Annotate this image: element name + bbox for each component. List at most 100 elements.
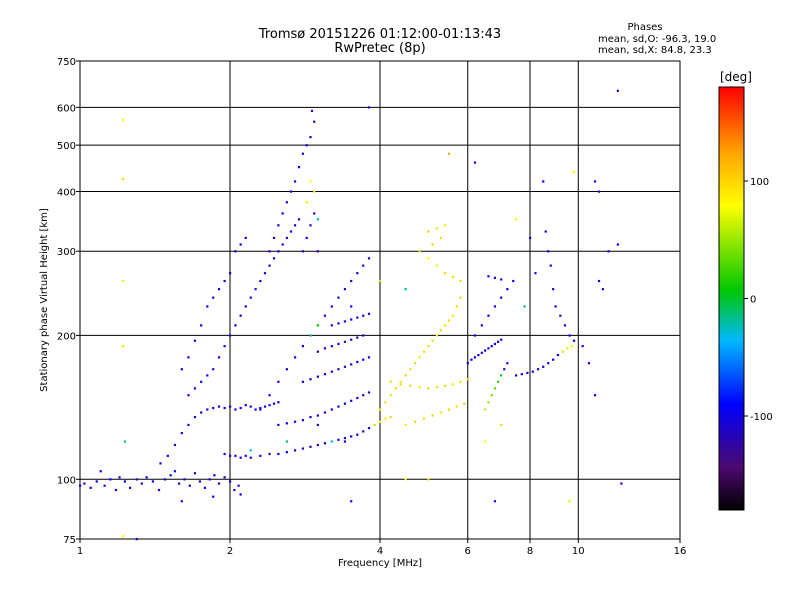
data-point: [122, 177, 125, 181]
data-point: [451, 314, 455, 317]
x-axis-label: Frequency [MHz]: [338, 558, 422, 569]
data-point: [413, 362, 417, 365]
data-point: [350, 279, 353, 283]
data-point: [536, 368, 540, 371]
data-point: [187, 356, 190, 359]
data-point: [301, 380, 305, 383]
data-point: [268, 250, 271, 253]
data-point: [173, 443, 177, 447]
data-point: [249, 405, 252, 408]
data-point: [547, 250, 550, 253]
data-point: [451, 383, 455, 386]
colorbar-ticks: 100 0 -100: [744, 177, 773, 423]
phases-o-line: mean, sd,O: -96.3, 19.0: [598, 34, 748, 45]
data-point: [213, 474, 216, 477]
data-point: [455, 405, 458, 408]
data-point: [480, 324, 483, 327]
data-point: [285, 236, 288, 240]
y-tick-label: 200: [57, 331, 76, 342]
data-point: [451, 275, 455, 279]
data-point: [343, 288, 347, 291]
data-point: [206, 408, 209, 411]
y-tick-label: 100: [57, 475, 76, 486]
data-point: [277, 452, 280, 456]
data-point: [330, 408, 333, 411]
data-point: [301, 152, 305, 155]
data-point: [487, 314, 490, 317]
data-point: [330, 345, 333, 348]
data-point: [529, 236, 532, 240]
data-point: [301, 419, 305, 422]
colorbar-tick-label: 100: [750, 177, 769, 188]
data-point: [404, 423, 407, 427]
phases-heading: Phases: [627, 22, 663, 33]
data-point: [379, 279, 382, 283]
phases-x-values: 84.8, 23.3: [660, 45, 712, 56]
data-point: [305, 236, 308, 240]
data-point: [305, 144, 308, 147]
data-point: [572, 339, 576, 342]
data-point: [259, 454, 262, 457]
data-point: [473, 161, 477, 164]
data-point: [439, 329, 443, 332]
colorbar-unit: [deg]: [720, 70, 752, 84]
data-point: [330, 324, 333, 327]
data-point: [309, 415, 312, 419]
data-point: [362, 314, 365, 317]
data-point: [337, 296, 340, 299]
data-point: [484, 408, 487, 411]
data-point: [350, 305, 353, 308]
data-point: [254, 288, 257, 291]
data-point: [607, 250, 610, 253]
data-point: [103, 484, 106, 487]
data-point: [237, 484, 240, 487]
data-point: [272, 257, 276, 260]
data-point: [151, 480, 155, 483]
data-point: [544, 230, 547, 233]
data-point: [145, 476, 148, 479]
data-point: [309, 378, 312, 381]
data-point: [570, 345, 573, 348]
data-point: [337, 342, 340, 346]
data-point: [323, 411, 327, 414]
data-point: [234, 454, 237, 457]
phases-o-label: mean, sd,O:: [598, 34, 659, 45]
colorbar-tick-label: -100: [750, 412, 773, 423]
data-point: [223, 406, 226, 410]
data-point: [309, 224, 312, 227]
data-point: [496, 340, 500, 343]
data-point: [187, 394, 190, 397]
data-point: [297, 166, 301, 169]
data-point: [268, 452, 271, 456]
data-point: [373, 423, 376, 427]
data-point: [163, 478, 167, 481]
data-point: [259, 408, 262, 411]
data-point: [183, 478, 186, 481]
data-point: [418, 385, 421, 389]
data-point: [330, 370, 333, 373]
data-point: [343, 436, 347, 440]
x-tick-label: 16: [674, 546, 687, 557]
data-point: [356, 360, 359, 364]
data-point: [123, 440, 126, 443]
y-tick-label: 300: [57, 247, 76, 258]
data-point: [337, 322, 340, 325]
data-point: [166, 454, 169, 457]
data-point: [559, 314, 562, 317]
data-point: [435, 334, 438, 337]
data-point: [293, 356, 297, 359]
data-point: [337, 368, 340, 371]
data-point: [379, 420, 382, 423]
data-point: [552, 288, 555, 291]
data-point: [212, 368, 215, 371]
data-point: [79, 484, 82, 487]
data-point: [459, 380, 462, 383]
data-point: [409, 368, 412, 371]
data-point: [418, 356, 421, 359]
data-point: [581, 345, 584, 348]
data-point: [455, 305, 458, 308]
data-point: [169, 474, 172, 477]
data-point: [473, 356, 477, 359]
x-tick-label: 4: [377, 546, 383, 557]
data-point: [362, 358, 365, 361]
